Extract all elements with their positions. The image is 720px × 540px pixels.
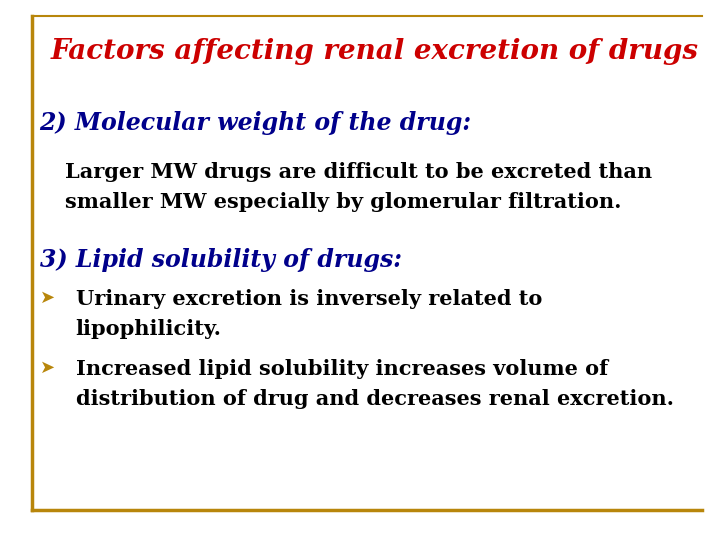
Text: Larger MW drugs are difficult to be excreted than: Larger MW drugs are difficult to be excr… (65, 162, 652, 182)
Text: distribution of drug and decreases renal excretion.: distribution of drug and decreases renal… (76, 389, 674, 409)
Text: smaller MW especially by glomerular filtration.: smaller MW especially by glomerular filt… (65, 192, 621, 212)
Text: lipophilicity.: lipophilicity. (76, 319, 222, 339)
Text: 2) Molecular weight of the drug:: 2) Molecular weight of the drug: (40, 111, 472, 134)
Text: Urinary excretion is inversely related to: Urinary excretion is inversely related t… (76, 289, 542, 309)
Text: Factors affecting renal excretion of drugs: Factors affecting renal excretion of dru… (50, 38, 698, 65)
Text: Increased lipid solubility increases volume of: Increased lipid solubility increases vol… (76, 359, 608, 379)
Text: ➤: ➤ (40, 359, 55, 377)
Text: ➤: ➤ (40, 289, 55, 307)
Text: 3) Lipid solubility of drugs:: 3) Lipid solubility of drugs: (40, 248, 402, 272)
